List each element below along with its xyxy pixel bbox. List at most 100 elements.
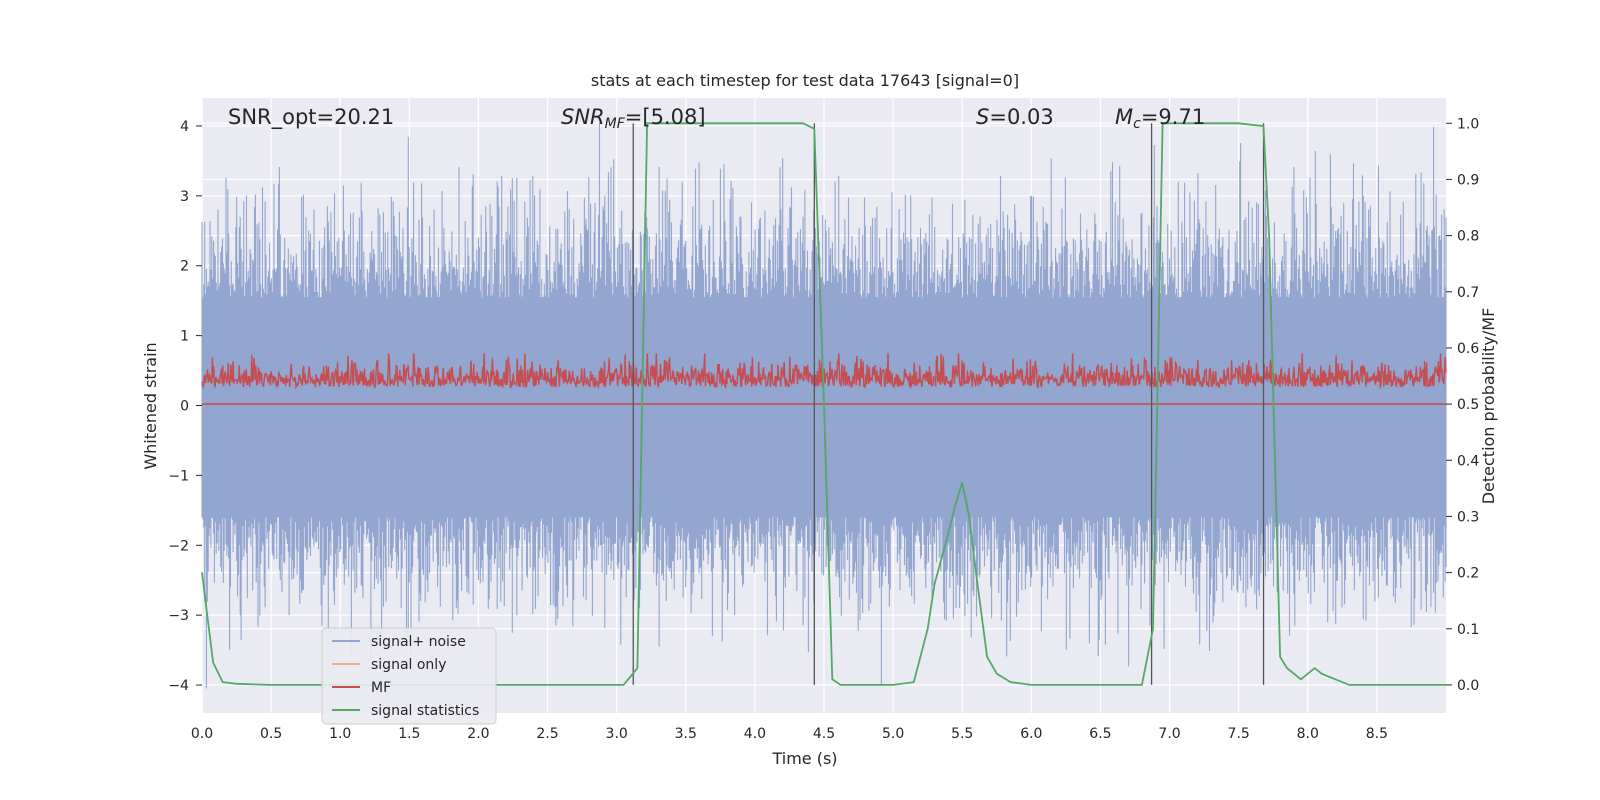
right-y-tick-label: 1.0 — [1457, 116, 1479, 132]
signal-statistics-point — [968, 515, 970, 518]
signal-statistics-point — [1099, 684, 1101, 686]
signal-statistics-point — [954, 504, 956, 506]
signal-statistics-point — [1286, 667, 1288, 669]
legend: signal+ noise signal only MF signal stat… — [321, 627, 497, 725]
signal-statistics-point — [823, 403, 825, 405]
x-tick-label: 0.5 — [260, 726, 282, 742]
signal-statistics-point — [236, 683, 238, 685]
right-y-tick-label: 0.8 — [1457, 229, 1479, 245]
x-tick-label: 0.0 — [191, 726, 213, 742]
signal-statistics-point — [754, 122, 756, 124]
signal-statistics-point — [646, 122, 648, 124]
signal-statistics-point — [1334, 678, 1336, 680]
legend-label-signal-noise: signal+ noise — [371, 634, 466, 650]
signal-statistics-point — [1152, 628, 1154, 630]
signal-statistics-point — [1376, 684, 1378, 686]
annotation-snr-mf-value: =[5.08] — [625, 105, 706, 129]
legend-label-mf: MF — [371, 680, 391, 696]
annotation-mc-base: M — [1115, 105, 1133, 129]
signal-statistics-point — [1314, 667, 1316, 669]
left-axis-ticks: 4 3 2 1 0 −1 −2 −3 −4 — [168, 119, 202, 694]
signal-statistics-point — [657, 122, 659, 124]
left-y-tick-label: −4 — [168, 678, 189, 694]
mf-line — [201, 353, 1447, 390]
annotation-s-symbol: S — [976, 105, 989, 129]
signal-statistics-point — [1238, 122, 1240, 124]
right-y-tick-label: 0.4 — [1457, 453, 1479, 469]
signal-statistics-point — [864, 684, 867, 686]
x-tick-label: 3.5 — [675, 726, 697, 742]
signal-statistics-point — [623, 684, 625, 686]
signal-statistics-point — [892, 684, 894, 686]
signal-statistics-point — [270, 684, 272, 686]
x-tick-label: 4.0 — [744, 726, 766, 742]
signal-statistics-point — [913, 681, 915, 683]
x-tick-label: 2.0 — [467, 726, 489, 742]
x-tick-label: 3.0 — [606, 726, 628, 742]
annotation-snr-mf-sub: MF — [605, 116, 626, 132]
signal-statistics-point — [813, 128, 815, 130]
legend-label-signal-only: signal only — [371, 657, 446, 673]
signal-statistics-point — [1010, 681, 1012, 683]
signal-statistics-point — [947, 532, 950, 534]
annotation-snr-mf: SNRMF=[5.08] — [561, 105, 706, 132]
left-axis-label: Whitened strain — [141, 342, 160, 469]
right-axis-label: Detection probability/MF — [1479, 308, 1498, 505]
signal-statistics-point — [547, 684, 549, 686]
right-y-tick-label: 0.9 — [1457, 172, 1479, 188]
annotation-s-value: =0.03 — [989, 105, 1053, 129]
signal-noise-line — [201, 122, 1447, 689]
x-axis-label: Time (s) — [771, 749, 837, 768]
x-tick-label: 7.0 — [1158, 726, 1180, 742]
signal-statistics-point — [1300, 678, 1302, 680]
signal-statistics-line — [201, 122, 1446, 686]
signal-statistics-point — [636, 667, 639, 669]
x-tick-label: 6.0 — [1020, 726, 1042, 742]
annotation-s: S=0.03 — [976, 105, 1054, 129]
x-tick-label: 2.5 — [536, 726, 558, 742]
right-y-tick-label: 0.0 — [1457, 678, 1479, 694]
left-y-tick-label: 4 — [180, 119, 189, 135]
signal-statistics-point — [802, 122, 804, 124]
x-tick-label: 8.5 — [1366, 726, 1388, 742]
signal-statistics-point — [1348, 684, 1350, 686]
signal-statistics-point — [1169, 122, 1171, 124]
left-y-tick-label: 1 — [180, 329, 189, 345]
signal-statistics-point — [222, 681, 224, 683]
signal-statistics-point — [1162, 122, 1164, 124]
signal-statistics-point — [201, 572, 203, 574]
x-tick-label: 4.5 — [813, 726, 835, 742]
signal-statistics-point — [1262, 125, 1265, 127]
signal-statistics-series — [201, 122, 1447, 686]
x-tick-label: 5.0 — [882, 726, 904, 742]
signal-statistics-point — [831, 678, 833, 680]
left-y-tick-label: 0 — [180, 399, 189, 415]
x-tick-label: 1.5 — [398, 726, 420, 742]
right-y-tick-label: 0.7 — [1457, 285, 1479, 301]
signal-statistics-point — [1279, 656, 1281, 658]
signal-statistics-point — [986, 656, 988, 658]
right-y-tick-label: 0.6 — [1457, 341, 1479, 357]
annotation-mc-value: =9.71 — [1141, 105, 1205, 129]
signal-statistics-point — [927, 628, 929, 630]
vertical-markers — [632, 123, 1265, 685]
annotation-mc: Mc=9.71 — [1115, 105, 1205, 132]
signal-statistics-point — [1321, 673, 1323, 675]
left-y-tick-label: −2 — [168, 538, 189, 554]
signal-statistics-point — [1141, 684, 1143, 686]
signal-statistics-point — [975, 572, 977, 574]
x-tick-label: 1.0 — [329, 726, 351, 742]
annotation-mc-sub: c — [1133, 116, 1141, 132]
signal-statistics-point — [616, 684, 618, 686]
left-y-tick-label: 2 — [180, 259, 189, 275]
right-y-tick-label: 0.5 — [1457, 397, 1479, 413]
left-y-tick-label: −1 — [168, 468, 189, 484]
signal-statistics-point — [934, 583, 936, 585]
signal-statistics-point — [1268, 235, 1270, 237]
x-axis-ticks: 0.0 0.5 1.0 1.5 2.0 2.5 3.0 3.5 4.0 4.5 5.0 5.5 6.0 6… — [191, 726, 1388, 742]
right-y-tick-label: 0.3 — [1457, 509, 1479, 525]
right-y-tick-label: 0.2 — [1457, 566, 1479, 582]
left-y-tick-label: −3 — [168, 608, 189, 624]
annotation-snr-mf-base: SNR — [561, 105, 605, 129]
